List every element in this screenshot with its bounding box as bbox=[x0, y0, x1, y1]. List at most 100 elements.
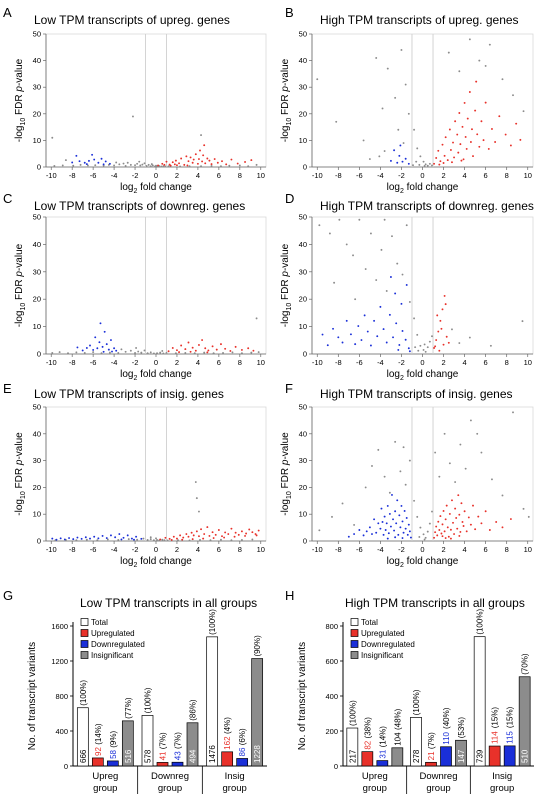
data-point-down bbox=[140, 537, 143, 540]
x-tick-label: -8 bbox=[335, 545, 342, 554]
data-point-ns bbox=[419, 526, 422, 529]
bar-total bbox=[76, 707, 89, 767]
axis-label-part: FDR bbox=[14, 92, 25, 118]
data-point-ns bbox=[358, 218, 361, 221]
data-point-up bbox=[498, 115, 501, 118]
data-point-ns bbox=[480, 451, 483, 454]
data-point-down bbox=[105, 343, 108, 346]
data-point-ns bbox=[124, 164, 127, 167]
data-point-ns bbox=[419, 344, 422, 347]
legend-entry: Downregulated bbox=[91, 640, 145, 649]
data-point-up bbox=[163, 163, 166, 166]
data-point-up bbox=[171, 161, 174, 164]
bar-percent-label: (40%) bbox=[442, 707, 451, 729]
data-point-up bbox=[195, 530, 198, 533]
bar-value-label: 21 bbox=[427, 751, 436, 760]
data-point-ns bbox=[431, 164, 433, 167]
x-tick-label: 0 bbox=[154, 358, 158, 367]
y-tick-label: 10 bbox=[33, 136, 41, 145]
axis-label-part: FDR bbox=[280, 277, 291, 303]
y-tick-label: 30 bbox=[299, 456, 307, 465]
data-point-up bbox=[482, 139, 485, 142]
data-point-down bbox=[91, 153, 94, 156]
data-point-up bbox=[501, 526, 504, 529]
x-tick-label: 4 bbox=[196, 545, 200, 554]
data-point-up bbox=[476, 133, 479, 136]
y-tick-label: 50 bbox=[299, 403, 307, 412]
bar-upregulated bbox=[156, 762, 169, 767]
data-point-up bbox=[217, 529, 220, 531]
data-point-ns bbox=[177, 539, 179, 542]
data-point-up bbox=[448, 512, 451, 515]
bar-percent-label: (7%) bbox=[159, 732, 168, 749]
data-point-up bbox=[230, 158, 233, 161]
data-point-up bbox=[192, 534, 195, 537]
axis-label-part: -value bbox=[280, 432, 291, 460]
data-point-down bbox=[399, 144, 402, 147]
y-tick-label: 10 bbox=[299, 322, 307, 331]
plot-frame bbox=[45, 33, 267, 168]
bar-value-label: 1228 bbox=[253, 745, 262, 763]
y-axis-label: -log10 FDR p-value bbox=[280, 432, 293, 516]
data-point-up bbox=[245, 532, 248, 535]
data-point-up bbox=[234, 531, 237, 534]
data-point-ns bbox=[402, 142, 405, 145]
data-point-ns bbox=[160, 165, 163, 168]
x-tick-label: 0 bbox=[154, 171, 158, 180]
data-point-up bbox=[234, 345, 237, 348]
data-point-ns bbox=[331, 515, 333, 518]
axis-label-part: 10 bbox=[286, 491, 293, 499]
data-point-ns bbox=[134, 351, 136, 354]
data-point-up bbox=[244, 534, 246, 537]
data-point-up bbox=[237, 533, 240, 536]
bar-insignificant bbox=[518, 676, 531, 767]
data-point-down bbox=[373, 319, 376, 322]
y-tick-label: 400 bbox=[55, 727, 68, 736]
data-point-ns bbox=[162, 352, 165, 355]
data-point-up bbox=[240, 530, 243, 533]
data-point-ns bbox=[149, 351, 152, 354]
data-point-ns bbox=[424, 350, 427, 353]
data-point-up bbox=[194, 349, 197, 352]
data-point-up bbox=[199, 149, 201, 152]
data-point-up bbox=[469, 523, 472, 526]
data-point-up bbox=[474, 528, 477, 531]
data-point-ns bbox=[431, 335, 433, 338]
data-point-ns bbox=[522, 110, 525, 113]
data-point-up bbox=[250, 159, 253, 162]
bar-percent-label: (7%) bbox=[174, 732, 183, 749]
data-point-ns bbox=[512, 411, 514, 414]
legend-swatch bbox=[350, 651, 359, 659]
axis-label-part: -log bbox=[14, 126, 25, 143]
data-point-down bbox=[366, 330, 369, 333]
data-point-ns bbox=[418, 163, 421, 166]
data-point-ns bbox=[364, 268, 367, 271]
data-point-ns bbox=[369, 232, 372, 235]
data-point-up bbox=[459, 530, 462, 533]
data-point-up bbox=[247, 347, 250, 350]
data-point-up bbox=[435, 339, 438, 341]
data-point-ns bbox=[188, 165, 191, 168]
data-point-up bbox=[460, 502, 463, 505]
data-point-ns bbox=[79, 163, 82, 166]
data-point-ns bbox=[378, 155, 381, 158]
panel-title: Low TPM transcripts of insig. genes bbox=[34, 387, 224, 401]
data-point-ns bbox=[150, 163, 153, 166]
data-point-up bbox=[494, 141, 497, 143]
axis-label-part: log bbox=[120, 369, 133, 380]
y-axis-label: -log10 FDR p-value bbox=[280, 243, 293, 327]
group-label-line: group bbox=[93, 783, 117, 794]
bar-insignificant bbox=[186, 722, 199, 767]
data-point-up bbox=[202, 537, 205, 540]
data-point-down bbox=[349, 333, 352, 336]
bar-percent-label: (14%) bbox=[378, 726, 387, 748]
bar-value-label: 278 bbox=[412, 749, 421, 763]
bar-value-label: 41 bbox=[159, 751, 168, 760]
data-point-ns bbox=[195, 497, 198, 500]
data-point-down bbox=[99, 322, 102, 325]
data-point-ns bbox=[501, 78, 504, 81]
data-point-down bbox=[104, 160, 107, 163]
data-point-up bbox=[464, 135, 467, 138]
x-tick-label: 2 bbox=[441, 171, 445, 180]
bar-downregulated bbox=[106, 760, 119, 767]
